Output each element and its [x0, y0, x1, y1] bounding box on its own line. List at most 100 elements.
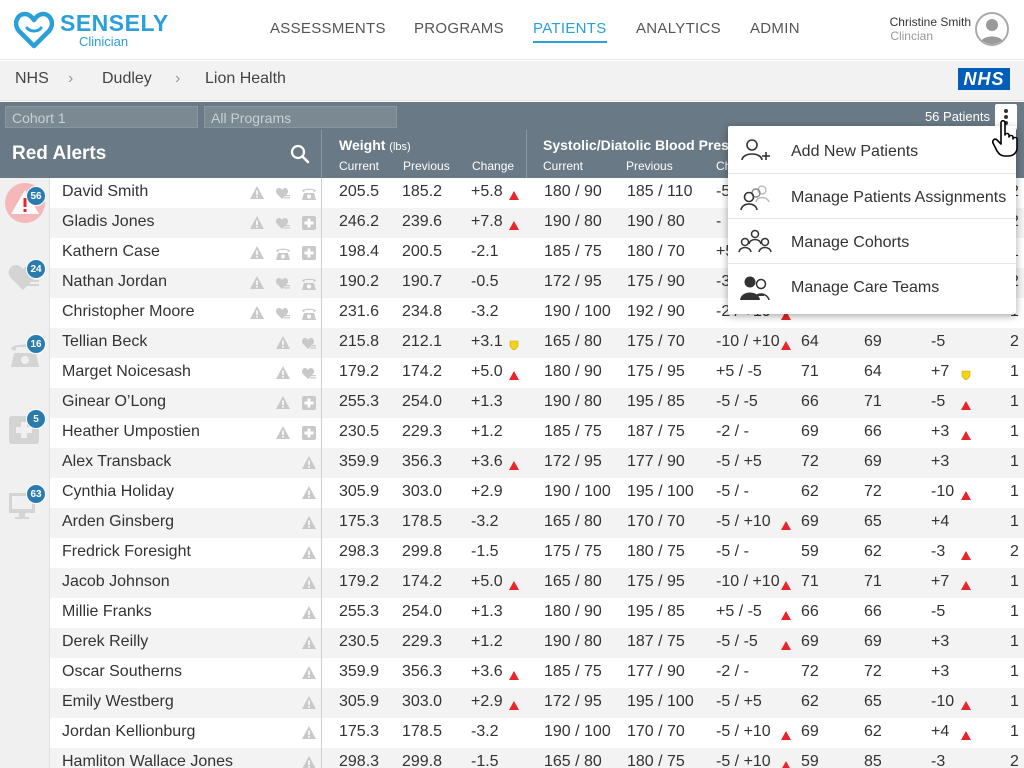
col-weight-previous[interactable]: Previous: [403, 159, 450, 173]
column-divider: [321, 658, 322, 688]
patient-name[interactable]: Gladis Jones: [62, 213, 155, 230]
patient-name[interactable]: Cynthia Holiday: [62, 483, 175, 500]
table-row[interactable]: Arden Ginsberg 175.3 178.5 -3.2 165 / 80 170 …: [50, 508, 1024, 538]
patient-name[interactable]: Fredrick Foresight: [62, 543, 191, 560]
menu-manage-patient-assignments[interactable]: Manage Patients Assignments: [728, 173, 1016, 218]
patient-name[interactable]: David Smith: [62, 183, 149, 200]
cell-w-chg: +1.2: [471, 423, 503, 440]
table-row[interactable]: Tellian Beck 215.8 212.1 +3.1 165 / 80 175 / …: [50, 328, 1024, 358]
table-row[interactable]: David Smith 205.5 185.2 +5.8 180 / 90 185 / 1…: [50, 178, 1024, 208]
patient-name[interactable]: Kathern Case: [62, 243, 160, 260]
table-row[interactable]: Hamliton Wallace Jones 298.3 299.8 -1.5 165 …: [50, 748, 1024, 768]
table-row[interactable]: Derek Reilly 230.5 229.3 +1.2 190 / 80 187 / …: [50, 628, 1024, 658]
cell-c4: 62: [864, 723, 882, 740]
programs-select[interactable]: All Programs: [204, 106, 397, 128]
cohort-select[interactable]: Cohort 1: [5, 106, 198, 128]
sidebar-monitor[interactable]: 63: [5, 483, 46, 523]
patient-name[interactable]: Jordan Kellionburg: [62, 723, 196, 740]
patient-name[interactable]: Millie Franks: [62, 603, 152, 620]
nav-assessments[interactable]: ASSESSMENTS: [270, 20, 386, 37]
patient-name[interactable]: Jacob Johnson: [62, 573, 170, 590]
patient-name[interactable]: Tellian Beck: [62, 333, 148, 350]
table-row[interactable]: Jacob Johnson 179.2 174.2 +5.0 165 / 80 175 /…: [50, 568, 1024, 598]
table-row[interactable]: Emily Westberg 305.9 303.0 +2.9 172 / 95 195 …: [50, 688, 1024, 718]
weight-unit: (lbs): [389, 141, 411, 153]
cell-c3: 71: [801, 363, 819, 380]
col-weight-current[interactable]: Current: [339, 159, 380, 173]
patient-name[interactable]: Arden Ginsberg: [62, 513, 175, 530]
patient-name[interactable]: Alex Transback: [62, 453, 172, 470]
red-alert-triangle-icon: [509, 217, 519, 230]
cell-w-chg: -0.5: [471, 273, 499, 290]
cell-c4: 85: [864, 753, 882, 768]
table-row[interactable]: Fredrick Foresight 298.3 299.8 -1.5 175 / 75…: [50, 538, 1024, 568]
table-row[interactable]: Ginear O’Long 255.3 254.0 +1.3 190 / 80 195 /…: [50, 388, 1024, 418]
table-row[interactable]: Oscar Southerns 359.9 356.3 +3.6 185 / 75 177…: [50, 658, 1024, 688]
red-alert-triangle-icon: [509, 187, 519, 200]
nav-patients[interactable]: PATIENTS: [533, 20, 607, 43]
menu-manage-cohorts[interactable]: Manage Cohorts: [728, 218, 1016, 263]
cell-w-prev: 229.3: [402, 633, 443, 650]
nav-programs[interactable]: PROGRAMS: [414, 20, 504, 37]
sidebar-heart[interactable]: 24: [5, 258, 46, 298]
patient-name[interactable]: Heather Umpostien: [62, 423, 200, 440]
cell-bp-chg: -10 / +10: [716, 573, 780, 590]
cell-w-prev: 299.8: [402, 543, 443, 560]
cell-w-chg: +3.6: [471, 663, 503, 680]
sensely-logo-icon[interactable]: [14, 11, 54, 49]
column-divider: [321, 418, 322, 448]
cell-w-cur: 179.2: [339, 363, 380, 380]
menu-manage-care-teams[interactable]: Manage Care Teams: [728, 263, 1016, 308]
cell-w-cur: 246.2: [339, 213, 380, 230]
cell-w-prev: 212.1: [402, 333, 443, 350]
column-divider: [321, 178, 322, 208]
cell-bp-cur: 185 / 75: [544, 663, 602, 680]
breadcrumb: NHS › Dudley › Lion Health: [0, 61, 1024, 101]
patient-name[interactable]: Ginear O’Long: [62, 393, 167, 410]
patient-name[interactable]: Marget Noicesash: [62, 363, 191, 380]
patient-name[interactable]: Hamliton Wallace Jones: [62, 753, 234, 768]
cell-w-chg: +5.8: [471, 183, 503, 200]
table-row[interactable]: Heather Umpostien 230.5 229.3 +1.2 185 / 75 1…: [50, 418, 1024, 448]
table-row[interactable]: Kathern Case 198.4 200.5 -2.1 185 / 75 180 / …: [50, 238, 1024, 268]
column-divider: [321, 298, 322, 328]
cell-w-cur: 255.3: [339, 603, 380, 620]
alert-icon: [249, 185, 265, 201]
column-divider: [321, 628, 322, 658]
breadcrumb-lion-health[interactable]: Lion Health: [205, 70, 286, 87]
col-bp-current[interactable]: Current: [543, 159, 584, 173]
breadcrumb-dudley[interactable]: Dudley: [102, 70, 152, 87]
patient-name[interactable]: Emily Westberg: [62, 693, 174, 710]
cell-w-chg: -3.2: [471, 303, 499, 320]
table-row[interactable]: Marget Noicesash 179.2 174.2 +5.0 180 / 90 17…: [50, 358, 1024, 388]
patient-name[interactable]: Christopher Moore: [62, 303, 195, 320]
table-row[interactable]: Millie Franks 255.3 254.0 +1.3 180 / 90 195 /…: [50, 598, 1024, 628]
cell-c3: 69: [801, 633, 819, 650]
cell-bp-prev: 180 / 70: [627, 243, 685, 260]
avatar[interactable]: [975, 12, 1009, 46]
breadcrumb-nhs[interactable]: NHS: [15, 70, 49, 87]
table-row[interactable]: Jordan Kellionburg 175.3 178.5 -3.2 190 / 10…: [50, 718, 1024, 748]
sidebar-alerts[interactable]: 56: [5, 183, 46, 223]
table-row[interactable]: Alex Transback 359.9 356.3 +3.6 172 / 95 177 …: [50, 448, 1024, 478]
table-row[interactable]: Cynthia Holiday 305.9 303.0 +2.9 190 / 100 19…: [50, 478, 1024, 508]
cell-bp-cur: 190 / 100: [544, 483, 611, 500]
cell-w-prev: 356.3: [402, 663, 443, 680]
patient-name[interactable]: Oscar Southerns: [62, 663, 183, 680]
sidebar-medical[interactable]: 5: [5, 408, 46, 448]
col-bp-previous[interactable]: Previous: [626, 159, 673, 173]
cell-w-prev: 299.8: [402, 753, 443, 768]
col-weight-change[interactable]: Change: [472, 159, 515, 173]
red-alert-triangle-icon: [509, 457, 519, 470]
sidebar-phone[interactable]: 16: [5, 333, 46, 373]
nav-analytics[interactable]: ANALYTICS: [636, 20, 721, 37]
patient-name[interactable]: Nathan Jordan: [62, 273, 167, 290]
patient-name[interactable]: Derek Reilly: [62, 633, 149, 650]
user-name[interactable]: Christine Smith: [889, 15, 971, 29]
col-bp-change[interactable]: Ch: [716, 159, 732, 173]
search-icon[interactable]: [290, 144, 310, 164]
add-user-icon: [741, 139, 770, 161]
cell-w-chg: +2.9: [471, 483, 503, 500]
menu-add-new-patients[interactable]: Add New Patients: [728, 128, 1016, 173]
nav-admin[interactable]: ADMIN: [750, 20, 800, 37]
